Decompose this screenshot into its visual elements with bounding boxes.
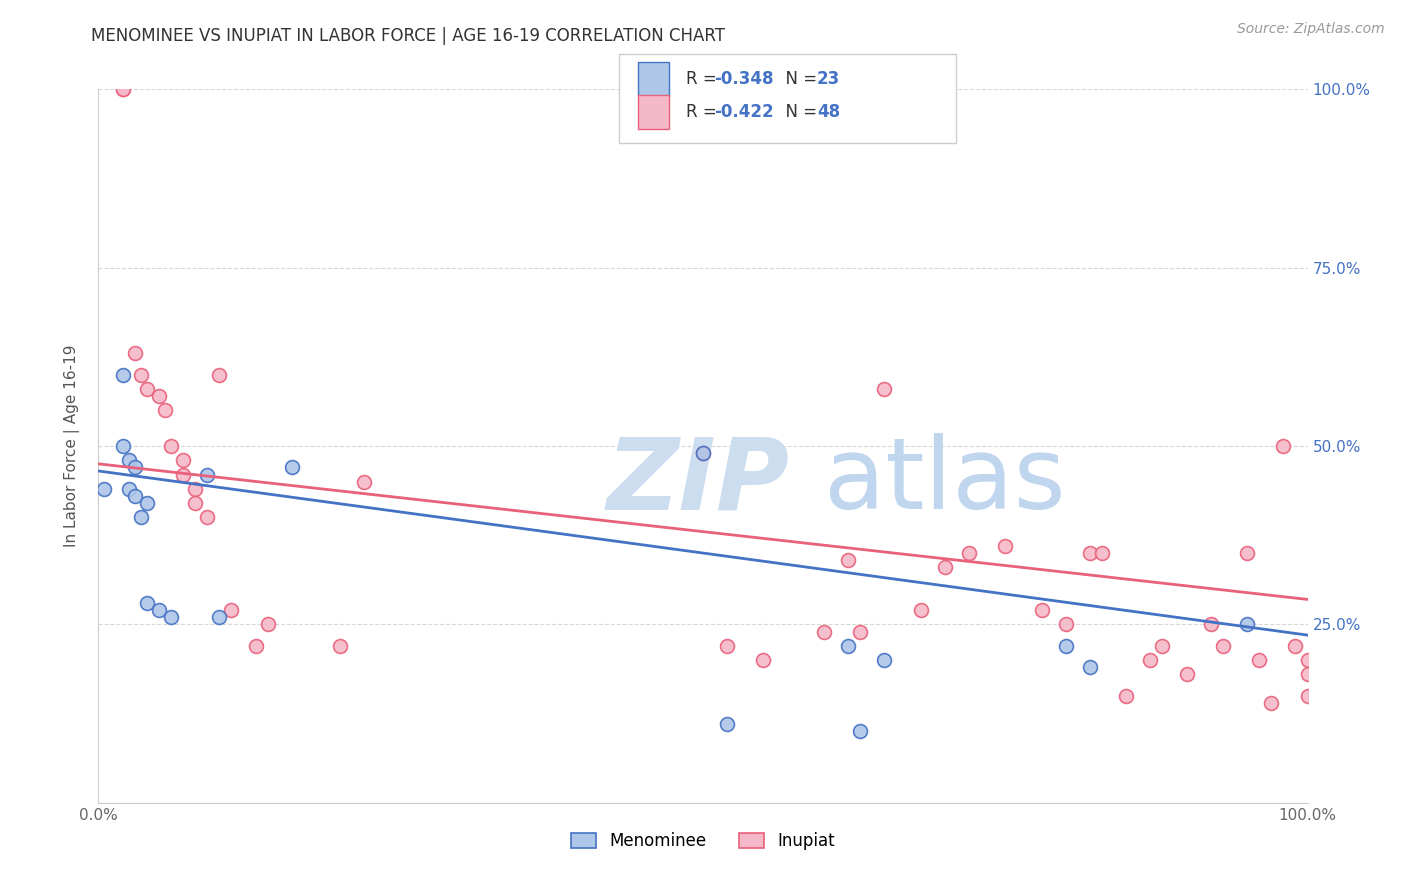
Text: N =: N = bbox=[775, 70, 823, 88]
Text: ZIP: ZIP bbox=[606, 434, 789, 530]
Text: 48: 48 bbox=[817, 103, 839, 121]
Point bbox=[111, 439, 134, 453]
Point bbox=[1054, 617, 1077, 632]
Point bbox=[1284, 639, 1306, 653]
Point bbox=[1054, 639, 1077, 653]
Text: MENOMINEE VS INUPIAT IN LABOR FORCE | AGE 16-19 CORRELATION CHART: MENOMINEE VS INUPIAT IN LABOR FORCE | AG… bbox=[91, 27, 725, 45]
Y-axis label: In Labor Force | Age 16-19: In Labor Force | Age 16-19 bbox=[63, 344, 80, 548]
Point bbox=[160, 439, 183, 453]
Point bbox=[1260, 696, 1282, 710]
Point bbox=[124, 460, 146, 475]
Point bbox=[281, 460, 304, 475]
Point bbox=[93, 482, 115, 496]
Point bbox=[1236, 617, 1258, 632]
Point bbox=[1091, 546, 1114, 560]
Point bbox=[1199, 617, 1222, 632]
Point bbox=[1115, 689, 1137, 703]
Point bbox=[129, 510, 152, 524]
Point bbox=[111, 368, 134, 382]
Text: R =: R = bbox=[686, 103, 723, 121]
Point bbox=[910, 603, 932, 617]
Text: R =: R = bbox=[686, 70, 723, 88]
Point bbox=[208, 368, 231, 382]
Point bbox=[129, 368, 152, 382]
Text: -0.348: -0.348 bbox=[714, 70, 773, 88]
Point bbox=[124, 489, 146, 503]
Point bbox=[692, 446, 714, 460]
Text: N =: N = bbox=[775, 103, 823, 121]
Point bbox=[160, 610, 183, 624]
Point bbox=[1212, 639, 1234, 653]
Point bbox=[329, 639, 352, 653]
Point bbox=[1296, 667, 1319, 681]
Point bbox=[837, 553, 859, 567]
Point bbox=[221, 603, 243, 617]
Point bbox=[135, 382, 157, 396]
Point bbox=[195, 510, 218, 524]
Text: 23: 23 bbox=[817, 70, 841, 88]
Text: -0.422: -0.422 bbox=[714, 103, 773, 121]
Point bbox=[256, 617, 278, 632]
Point bbox=[873, 382, 896, 396]
Point bbox=[692, 446, 714, 460]
Point bbox=[1031, 603, 1053, 617]
Text: atlas: atlas bbox=[824, 434, 1066, 530]
Point bbox=[849, 624, 872, 639]
Point bbox=[1152, 639, 1174, 653]
Point bbox=[934, 560, 956, 574]
Point bbox=[111, 82, 134, 96]
Point bbox=[957, 546, 980, 560]
Point bbox=[172, 467, 194, 482]
Point bbox=[148, 389, 170, 403]
Point bbox=[716, 717, 738, 731]
Point bbox=[837, 639, 859, 653]
Point bbox=[716, 639, 738, 653]
Point bbox=[1296, 689, 1319, 703]
Point bbox=[873, 653, 896, 667]
Point bbox=[135, 496, 157, 510]
Text: Source: ZipAtlas.com: Source: ZipAtlas.com bbox=[1237, 22, 1385, 37]
Point bbox=[1249, 653, 1271, 667]
Point bbox=[118, 453, 141, 467]
Point bbox=[148, 603, 170, 617]
Point bbox=[1272, 439, 1295, 453]
Point bbox=[184, 496, 207, 510]
Point bbox=[813, 624, 835, 639]
Legend: Menominee, Inupiat: Menominee, Inupiat bbox=[562, 824, 844, 859]
Point bbox=[111, 82, 134, 96]
Point bbox=[245, 639, 267, 653]
Point bbox=[849, 724, 872, 739]
Point bbox=[184, 482, 207, 496]
Point bbox=[124, 346, 146, 360]
Point bbox=[1296, 653, 1319, 667]
Point bbox=[1078, 546, 1101, 560]
Point bbox=[118, 482, 141, 496]
Point bbox=[1139, 653, 1161, 667]
Point bbox=[1175, 667, 1198, 681]
Point bbox=[208, 610, 231, 624]
Point bbox=[153, 403, 176, 417]
Point bbox=[752, 653, 775, 667]
Point bbox=[172, 453, 194, 467]
Point bbox=[353, 475, 375, 489]
Point bbox=[994, 539, 1017, 553]
Point bbox=[195, 467, 218, 482]
Point bbox=[1078, 660, 1101, 674]
Point bbox=[135, 596, 157, 610]
Point bbox=[1236, 546, 1258, 560]
